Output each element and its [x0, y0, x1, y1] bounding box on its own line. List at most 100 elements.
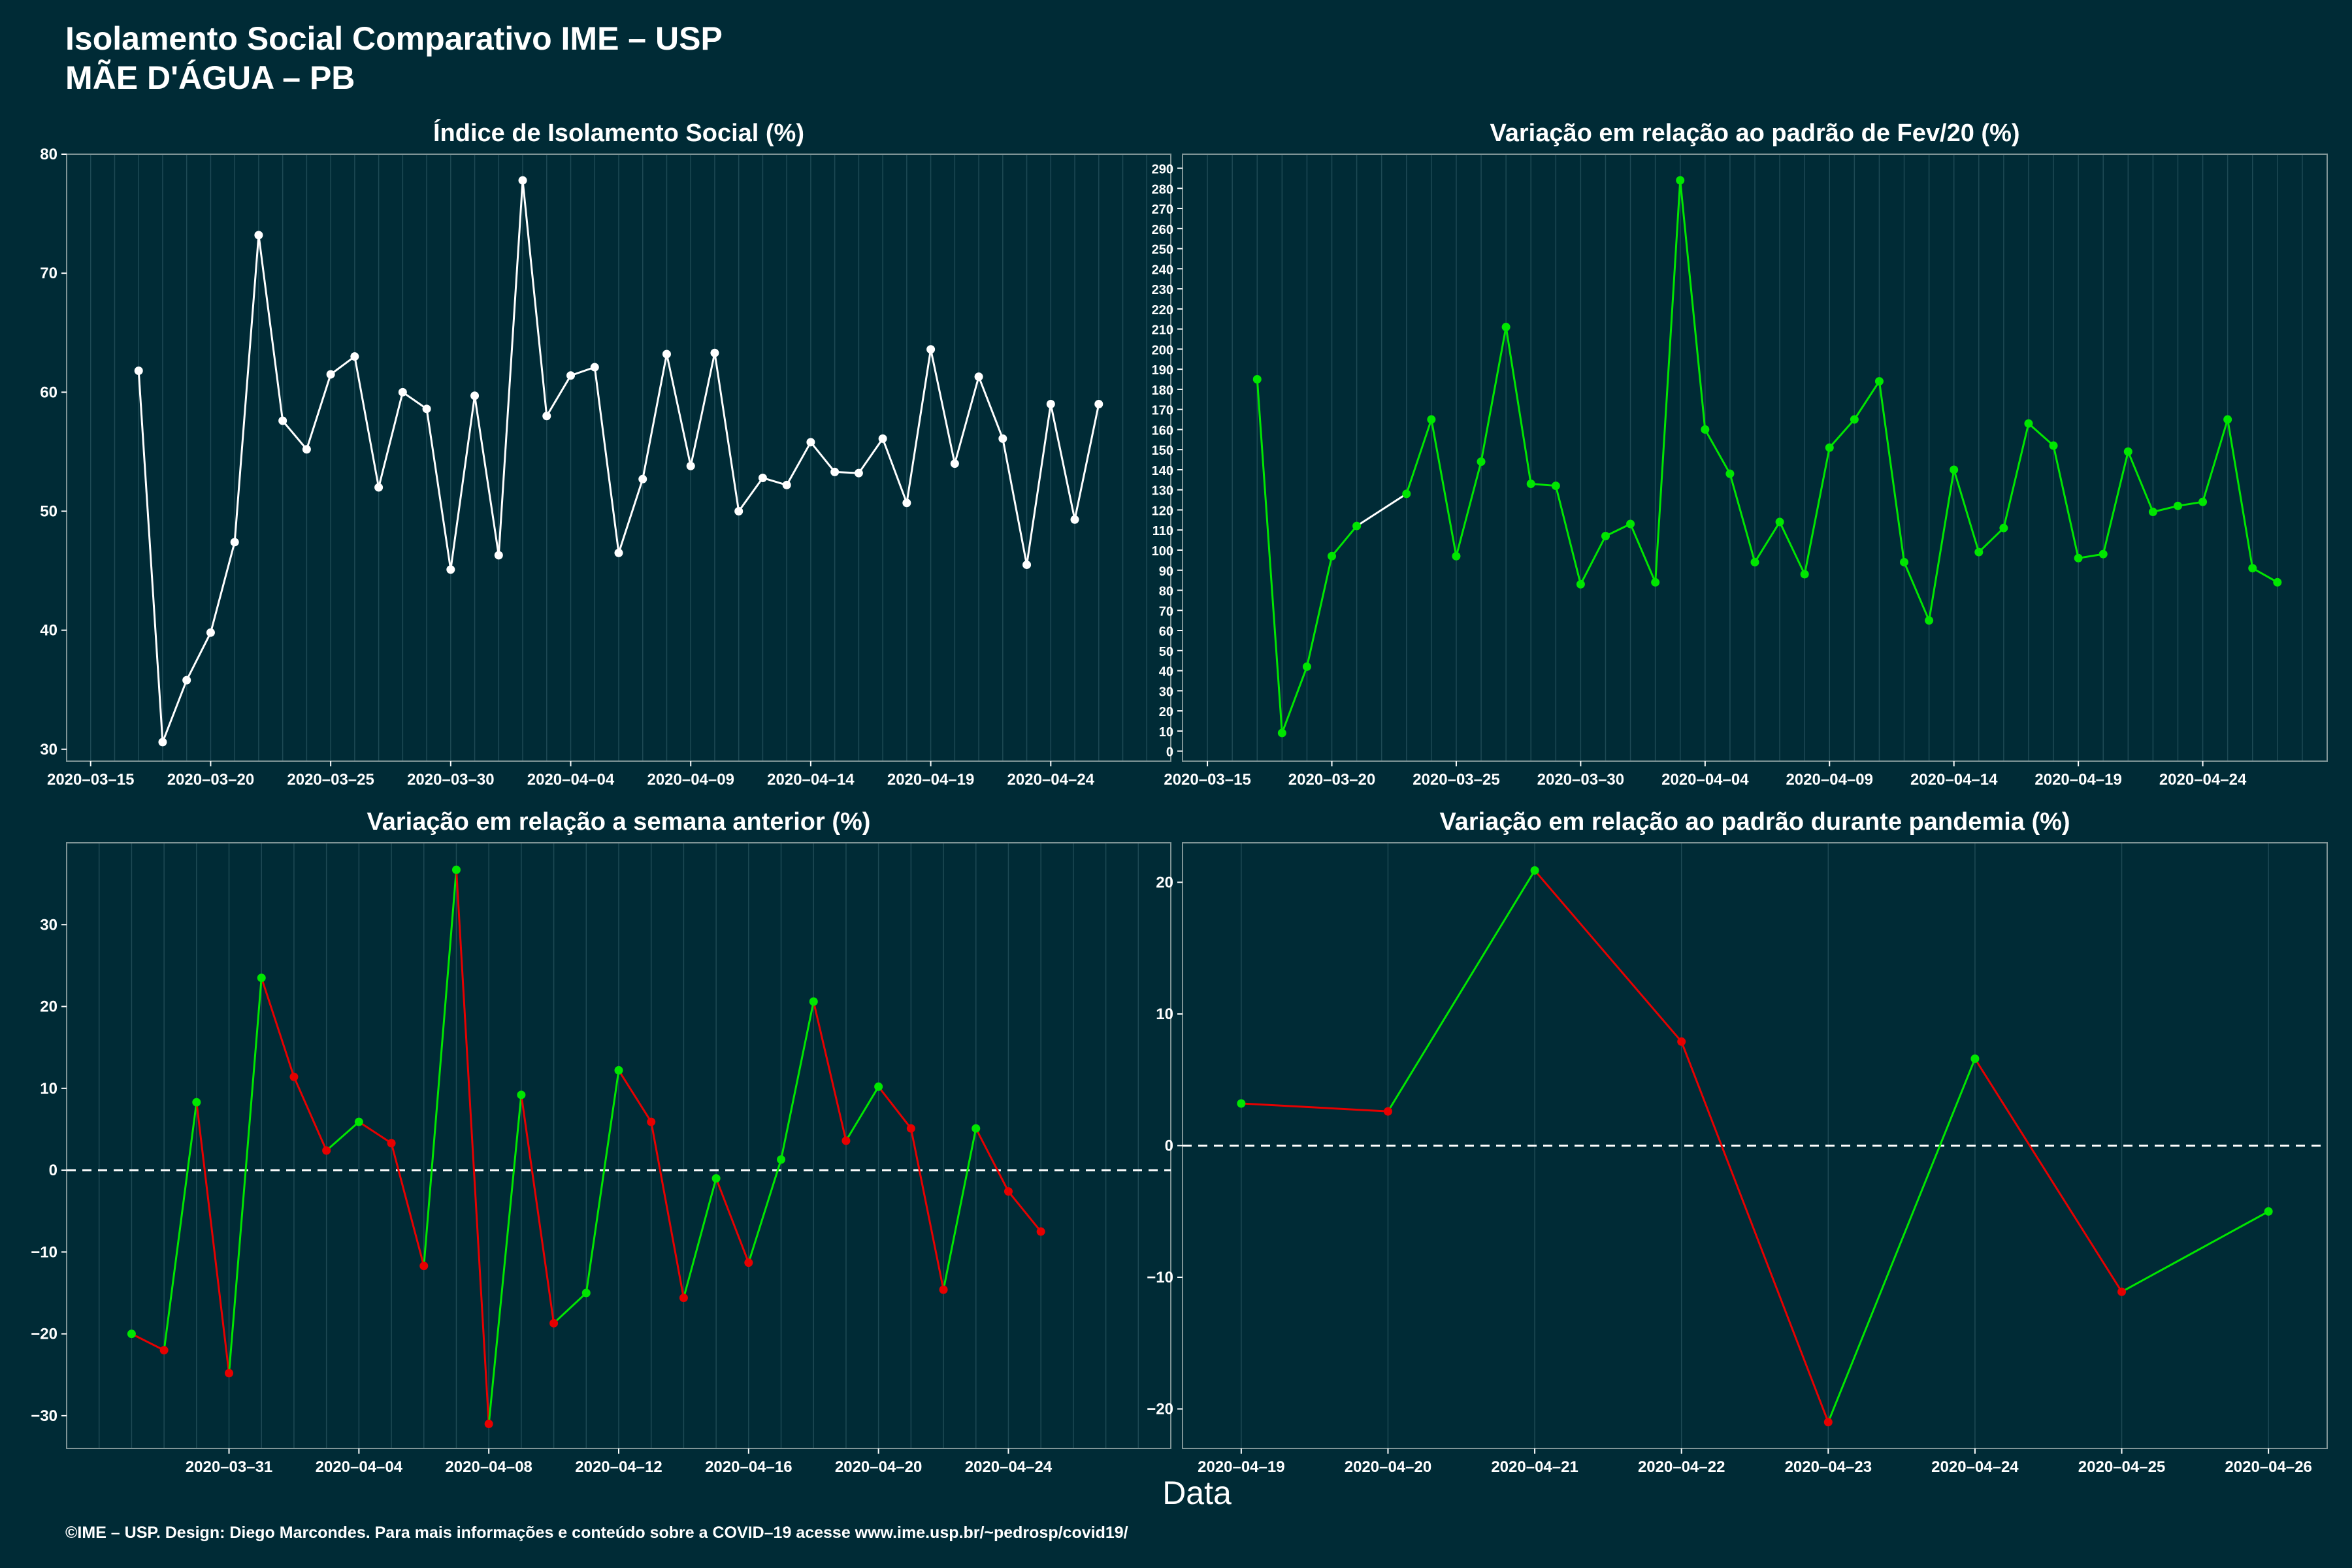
- x-tick-label: 2020–04–19: [2034, 771, 2121, 789]
- y-tick-label: 280: [1152, 182, 1173, 197]
- series-segment: [1803, 447, 1831, 575]
- series-segment: [617, 1070, 652, 1122]
- series-segment: [497, 180, 524, 555]
- y-tick-label: 10: [40, 1080, 57, 1098]
- data-point: [679, 1294, 688, 1303]
- series-segment: [785, 442, 812, 486]
- data-point: [254, 231, 263, 240]
- x-tick-label: 2020–04–21: [1491, 1458, 1578, 1476]
- series-segment: [390, 1143, 425, 1267]
- x-tick-label: 2020–04–16: [705, 1458, 792, 1476]
- series-segment: [425, 408, 452, 570]
- series-segment: [1281, 666, 1308, 734]
- x-tick-label: 2020–04–22: [1638, 1458, 1725, 1476]
- data-point: [830, 467, 840, 476]
- data-point: [662, 350, 671, 359]
- panel-border: [1182, 154, 2328, 762]
- series-segment: [520, 1094, 555, 1324]
- y-tick-label: 40: [1159, 665, 1173, 679]
- y-tick-label: 70: [1159, 604, 1173, 619]
- data-point: [1004, 1187, 1013, 1196]
- data-point: [1974, 547, 1984, 557]
- data-point: [1677, 1037, 1686, 1046]
- data-point: [638, 474, 647, 483]
- series-segment: [1554, 485, 1582, 585]
- data-point: [950, 459, 959, 468]
- series-segment: [1073, 404, 1100, 520]
- series-segment: [1854, 380, 1880, 420]
- series-segment: [1928, 469, 1955, 621]
- x-tick-label: 2020–04–19: [1198, 1458, 1284, 1476]
- series-segment: [228, 977, 263, 1373]
- data-point: [1551, 482, 1560, 491]
- y-tick-label: 40: [40, 622, 57, 640]
- y-tick-label: 210: [1152, 323, 1173, 338]
- data-point: [225, 1369, 234, 1378]
- series-segment: [617, 478, 644, 553]
- panel-title: Índice de Isolamento Social (%): [433, 118, 804, 147]
- series-segment: [1953, 469, 1980, 553]
- y-tick-label: 190: [1152, 363, 1173, 378]
- y-tick-label: 60: [40, 384, 57, 401]
- series-segment: [1827, 1058, 1976, 1423]
- data-point: [902, 498, 911, 508]
- y-tick-label: 230: [1152, 283, 1173, 297]
- data-point: [1237, 1099, 1246, 1108]
- x-tick-label: 2020–03–30: [1537, 771, 1624, 789]
- data-point: [1651, 578, 1660, 587]
- series-segment: [163, 1102, 198, 1350]
- data-point: [614, 1066, 623, 1075]
- data-point: [1252, 375, 1262, 384]
- data-point: [974, 372, 983, 382]
- data-point: [451, 865, 461, 874]
- data-point: [1070, 515, 1079, 524]
- y-tick-label: 10: [1156, 1005, 1173, 1023]
- y-tick-label: 130: [1152, 484, 1173, 498]
- series-segment: [455, 870, 490, 1424]
- data-point: [782, 480, 791, 489]
- data-point: [806, 438, 815, 447]
- panel-title: Variação em relação a semana anterior (%…: [367, 808, 871, 836]
- panel-title: Variação em relação ao padrão de Fev/20 …: [1490, 120, 2019, 147]
- series-segment: [1241, 1102, 1388, 1113]
- footer-credit: ©IME – USP. Design: Diego Marcondes. Par…: [65, 1524, 1128, 1542]
- data-point: [549, 1318, 559, 1328]
- data-point: [686, 461, 695, 470]
- series-segment: [650, 1121, 685, 1298]
- series-segment: [881, 438, 908, 504]
- data-point: [809, 997, 818, 1006]
- data-point: [517, 1090, 526, 1100]
- series-segment: [521, 180, 548, 416]
- x-tick-label: 2020–04–24: [965, 1458, 1053, 1476]
- data-point: [1328, 551, 1337, 561]
- data-point: [1800, 570, 1809, 579]
- series-segment: [1002, 438, 1028, 565]
- series-segment: [2202, 419, 2229, 502]
- series-segment: [282, 420, 308, 450]
- panel-border: [66, 154, 1171, 762]
- y-tick-label: 120: [1152, 504, 1173, 518]
- series-segment: [186, 632, 212, 681]
- y-tick-label: −10: [1147, 1269, 1173, 1286]
- series-segment: [666, 353, 692, 466]
- series-segment: [2227, 419, 2254, 568]
- data-point: [1750, 557, 1759, 566]
- series-segment: [1455, 461, 1482, 557]
- y-tick-label: 60: [1159, 625, 1173, 639]
- series-segment: [858, 438, 884, 474]
- data-point: [1823, 1418, 1833, 1427]
- series-segment: [325, 1121, 360, 1152]
- data-point: [874, 1082, 883, 1091]
- x-tick-label: 2020–04–04: [527, 771, 615, 789]
- data-point: [854, 468, 863, 478]
- data-point: [1850, 415, 1859, 424]
- y-tick-label: 0: [1165, 1137, 1173, 1155]
- series-segment: [1605, 523, 1631, 537]
- x-tick-label: 2020–04–25: [2078, 1458, 2165, 1476]
- y-tick-label: 150: [1152, 444, 1173, 458]
- x-tick-label: 2020–03–25: [287, 771, 374, 789]
- series-segment: [1903, 561, 1930, 621]
- data-point: [2099, 549, 2108, 559]
